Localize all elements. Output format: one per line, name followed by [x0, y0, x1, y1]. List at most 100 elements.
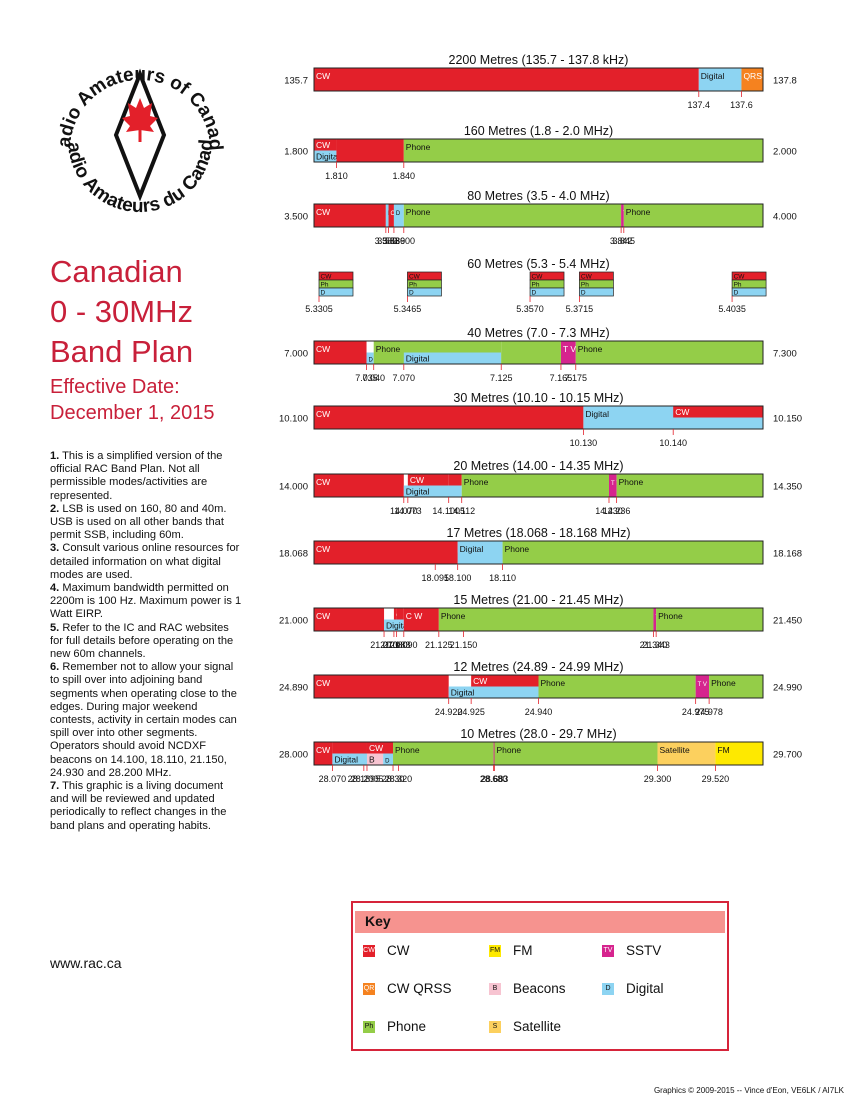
legend-swatch: S: [489, 1021, 501, 1034]
segment-digital: [332, 753, 367, 765]
channel-row-label: Ph: [532, 282, 540, 289]
segment-phone: [461, 474, 609, 497]
band-7: 17 Metres (18.068 - 18.168 MHz) CW Digital…: [279, 526, 802, 583]
legend-item-sat: S Satellite: [489, 1019, 561, 1035]
segment-label: CW: [316, 409, 330, 419]
channel-row-label: Ph: [581, 282, 589, 289]
tick-label: 18.110: [489, 573, 516, 583]
legend-swatch: FM: [489, 945, 501, 958]
segment-label: Digital: [701, 71, 725, 81]
band-end-label: 29.700: [773, 750, 802, 761]
segment-label: D: [385, 759, 390, 765]
band-title: 40 Metres (7.0 - 7.3 MHz): [467, 326, 609, 340]
channel-tick-label: 5.3570: [516, 304, 544, 314]
segment-cw: [314, 474, 404, 497]
tick-label: 24.940: [525, 707, 553, 717]
band-1: 160 Metres (1.8 - 2.0 MHz) CW Digital Phone…: [284, 124, 797, 181]
tick-label: 7.035: [355, 373, 378, 383]
segment-sstv: [653, 608, 657, 631]
segment-label: CW: [316, 611, 330, 621]
segment-sstv: [621, 204, 624, 227]
segment-cw: [396, 608, 404, 620]
band-end-label: 21.450: [773, 616, 802, 627]
segment-label: CW: [316, 544, 330, 554]
tick-label: 24.978: [695, 707, 723, 717]
notes-list: 1. This is a simplified version of the o…: [50, 450, 242, 833]
band-end-label: 10.150: [773, 414, 802, 425]
segment-label: Digital: [406, 487, 430, 497]
band-end-label: 24.990: [773, 683, 802, 694]
legend-swatch: B: [489, 983, 501, 996]
legend-label: Digital: [626, 981, 664, 996]
band-4: 40 Metres (7.0 - 7.3 MHz)CWDPhoneDigital…: [284, 326, 797, 383]
legend-label: FM: [513, 943, 533, 958]
segment-label: Phone: [626, 207, 651, 217]
segment-label: Phone: [578, 344, 603, 354]
segment-phone: [393, 742, 494, 765]
segment-label: Digital: [386, 621, 410, 631]
segment-label: Digital: [334, 755, 358, 765]
segment-digital: [457, 541, 503, 564]
segment-label: Phone: [395, 745, 420, 755]
segment-cw: [314, 139, 337, 151]
segment-phone: [709, 675, 763, 698]
tick-label: 1.840: [393, 171, 416, 181]
tick-label: 7.070: [393, 373, 416, 383]
tick-label: 21.080: [380, 640, 408, 650]
tick-label: 28.680: [480, 774, 508, 784]
band-bar-outline: [313, 607, 764, 632]
segment-cw: [435, 552, 458, 564]
segment-cw: [314, 608, 385, 631]
segment-label: Phone: [505, 544, 530, 554]
tick-label: 3.580: [375, 236, 398, 246]
segment-digital: [403, 352, 502, 364]
band-bar-outline: [313, 203, 764, 228]
legend-swatch: D: [602, 983, 614, 996]
segment-label: Digital: [316, 152, 340, 162]
channel-row-label: CW: [734, 274, 746, 281]
legend-item-cw: CW CW: [363, 943, 410, 959]
tick-label: 21.125: [425, 640, 453, 650]
note-item: 2. LSB is used on 160, 80 and 40m. USB i…: [50, 502, 227, 542]
band-title: 10 Metres (28.0 - 29.7 MHz): [460, 727, 616, 741]
tick-label: 137.6: [730, 100, 753, 110]
segment-cw: [314, 68, 699, 91]
segment-label: Phone: [464, 477, 489, 487]
segment-label: Phone: [496, 745, 521, 755]
website-link[interactable]: www.rac.ca: [50, 955, 122, 971]
segment-label: Digital: [460, 544, 484, 554]
tick-label: 14.073: [394, 506, 422, 516]
segment-sstv: [560, 341, 576, 364]
channel-row-label: D: [734, 290, 739, 297]
legend-label: CW: [387, 943, 410, 958]
segment-label: Satellite: [659, 745, 690, 755]
segment-phone: [502, 541, 763, 564]
segment-label: T V: [698, 682, 707, 688]
channel-d-mark: [731, 287, 767, 297]
segment-label: T V: [611, 481, 620, 487]
channel-row-label: Ph: [321, 282, 329, 289]
legend-header: Key: [355, 911, 725, 933]
note-item: 1. This is a simplified version of the o…: [50, 450, 223, 502]
segment-label: B: [369, 755, 375, 765]
tick-label: 24.925: [457, 707, 485, 717]
segment-label: CW: [316, 678, 330, 688]
segment-digital: [393, 204, 404, 227]
band-title: 12 Metres (24.89 - 24.99 MHz): [453, 660, 623, 674]
channel-row-label: D: [581, 290, 586, 297]
legend-swatch: Ph: [363, 1021, 375, 1034]
tick-label: 3.600: [393, 236, 416, 246]
band-start-label: 3.500: [284, 212, 308, 223]
band-end-label: 7.300: [773, 349, 797, 360]
effective-date: Effective Date: December 1, 2015: [50, 376, 215, 424]
legend-label: CW QRSS: [387, 981, 452, 996]
channel-row-label: Ph: [409, 282, 417, 289]
tick-label: 14.112: [448, 506, 475, 516]
channel-tick-label: 5.4035: [718, 304, 746, 314]
band-plan-chart: 2200 Metres (135.7 - 137.8 kHz) CW Digital…: [279, 53, 802, 784]
tick-label: 29.300: [644, 774, 672, 784]
band-end-label: 14.350: [773, 482, 802, 493]
segment-digital: [448, 686, 539, 698]
